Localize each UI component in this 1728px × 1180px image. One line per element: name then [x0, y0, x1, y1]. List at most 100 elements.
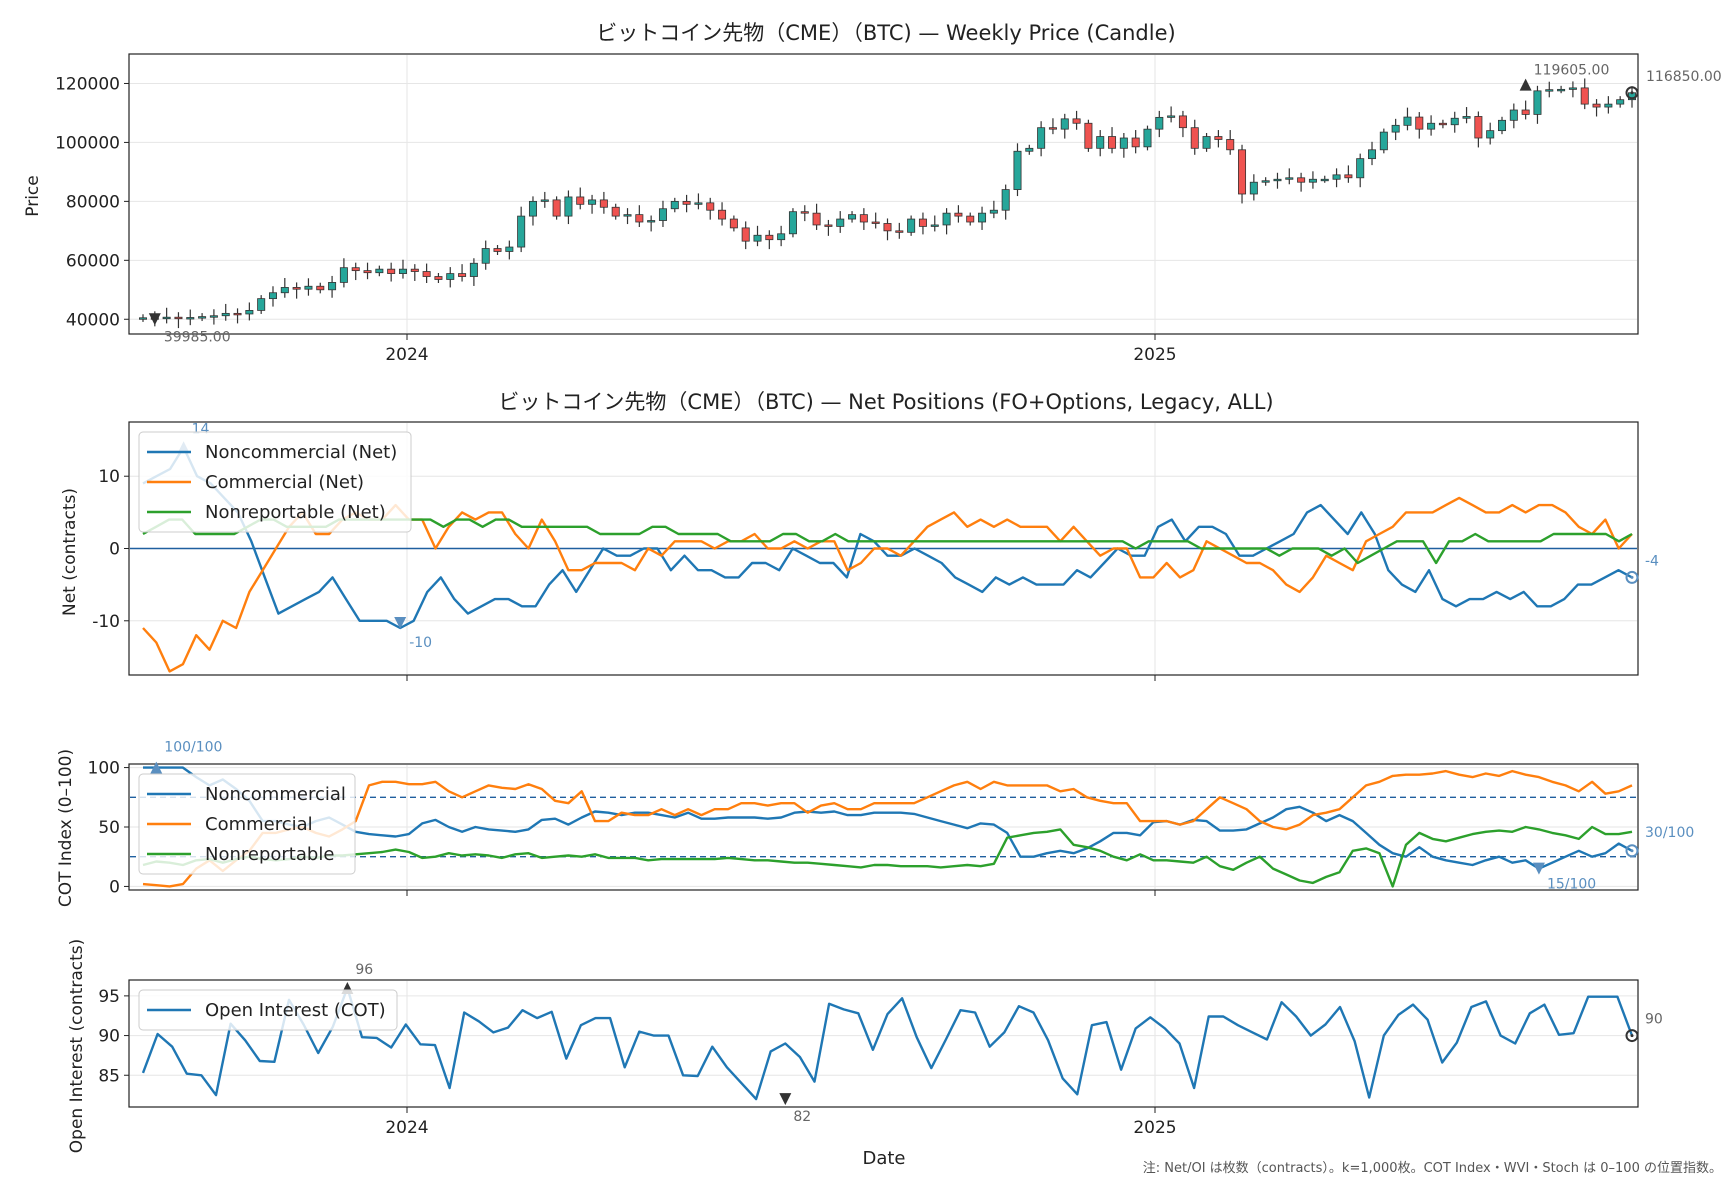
min-marker — [1532, 862, 1545, 875]
candle-body — [966, 215, 975, 223]
candle-body — [387, 268, 396, 274]
oi-min-label: 82 — [793, 1109, 811, 1125]
candle-body — [1226, 139, 1235, 151]
candle-body — [753, 234, 762, 242]
candle-body — [339, 267, 348, 283]
candle-body — [647, 220, 656, 223]
price-min-label: 39985.00 — [164, 329, 231, 345]
candle-body — [588, 199, 597, 205]
candle-body — [363, 270, 372, 274]
candle-body — [1285, 177, 1294, 180]
series-line — [143, 766, 1633, 870]
price-axis-label: Price — [23, 175, 43, 216]
candle-body — [777, 233, 786, 241]
candle-body — [1308, 178, 1317, 183]
candle-body — [918, 218, 927, 227]
price-last-label: 116850.00 — [1646, 69, 1722, 85]
candle-body — [1096, 136, 1105, 149]
candle-body — [458, 273, 467, 277]
candle-body — [1391, 124, 1400, 133]
candle-body — [528, 200, 537, 217]
candle-body — [517, 215, 526, 248]
oi-axis-label: Open Interest (contracts) — [67, 939, 87, 1153]
y-tick-label: 50 — [98, 818, 120, 838]
candle-body — [765, 234, 774, 241]
price-plot-frame — [128, 53, 1639, 335]
oi-x-axis-label: Date — [862, 1148, 905, 1169]
y-tick-label: 90 — [98, 1027, 120, 1047]
candle-body — [1167, 115, 1176, 118]
candle-body — [1604, 103, 1613, 108]
last-marker-dot — [1630, 849, 1634, 853]
cot-min-label: 15/100 — [1547, 877, 1596, 893]
candle-body — [1119, 137, 1128, 149]
candle-body — [1332, 174, 1341, 180]
candle-body — [1462, 116, 1471, 119]
y-tick-label: 0 — [109, 877, 120, 897]
y-tick-label: 100000 — [55, 133, 120, 153]
last-marker — [1625, 1029, 1639, 1043]
candle-body — [268, 292, 277, 300]
candle-body — [422, 271, 431, 277]
candle-body — [1037, 127, 1046, 149]
candle-body — [138, 317, 147, 320]
net-axis-label: Net (contracts) — [60, 488, 80, 616]
candle-body — [1580, 87, 1589, 105]
candle-body — [1190, 127, 1199, 149]
candle-body — [351, 267, 360, 272]
y-tick-label: 120000 — [55, 74, 120, 94]
candle-body — [1025, 147, 1034, 152]
candle-body — [233, 312, 242, 316]
max-marker — [150, 761, 163, 774]
candle-body — [978, 212, 987, 223]
legend-label: Nonreportable (Net) — [205, 502, 386, 523]
net-chart-title: ビットコイン先物（CME）（BTC) — Net Positions (FO+O… — [498, 390, 1273, 414]
candle-body — [1072, 118, 1081, 124]
candle-body — [1415, 116, 1424, 130]
candle-body — [1131, 137, 1140, 148]
candle-body — [1048, 127, 1057, 130]
candle-body — [1368, 149, 1377, 160]
candle-body — [1261, 180, 1270, 183]
candle-body — [1178, 115, 1187, 129]
legend-box — [138, 773, 356, 875]
last-marker-dot — [1630, 575, 1634, 579]
legend-label: Nonreportable — [205, 844, 334, 865]
y-tick-label: 60000 — [66, 251, 120, 271]
footnote: 注: Net/OI は枚数（contracts）。k=1,000枚。COT In… — [1143, 1161, 1722, 1176]
candle-body — [174, 316, 183, 320]
candle-body — [162, 316, 171, 320]
candle-body — [1379, 131, 1388, 151]
candle-body — [1344, 174, 1353, 179]
x-tick-label: 2025 — [1133, 345, 1176, 365]
candle-body — [824, 224, 833, 227]
legend-label: Commercial — [205, 814, 313, 835]
candle-body — [198, 316, 207, 319]
y-tick-label: 10 — [98, 467, 120, 487]
last-marker — [1625, 86, 1639, 100]
candle-body — [611, 206, 620, 217]
x-tick-label: 2024 — [385, 345, 428, 365]
price-panel: ビットコイン先物（CME）（BTC) — Weekly Price (Candl… — [23, 21, 1722, 365]
candle-body — [328, 282, 337, 291]
candle-body — [1249, 181, 1258, 195]
cot-index-panel: COT Index (0–100) 100/100 15/100 30/100 0 5… — [56, 740, 1694, 908]
series-line — [142, 769, 1633, 888]
x-tick-label: 2024 — [385, 1118, 428, 1138]
price-max-label: 119605.00 — [1534, 63, 1610, 79]
candle-body — [375, 268, 384, 274]
min-marker — [148, 313, 161, 326]
open-interest-panel: Open Interest (contracts) Date 96 82 90 85… — [67, 939, 1663, 1169]
candle-body — [1533, 90, 1542, 115]
candle-body — [836, 218, 845, 227]
oi-last-label: 90 — [1645, 1012, 1663, 1028]
legend-box — [138, 431, 412, 533]
net-positions-panel: ビットコイン先物（CME）（BTC) — Net Positions (FO+O… — [60, 390, 1659, 681]
x-tick-label: 2025 — [1133, 1118, 1176, 1138]
candle-body — [1060, 118, 1069, 130]
candle-body — [481, 248, 490, 264]
candle-body — [1438, 122, 1447, 126]
candle-body — [493, 248, 502, 252]
net-last-label: -4 — [1645, 553, 1659, 569]
net-min-label: -10 — [409, 635, 432, 651]
